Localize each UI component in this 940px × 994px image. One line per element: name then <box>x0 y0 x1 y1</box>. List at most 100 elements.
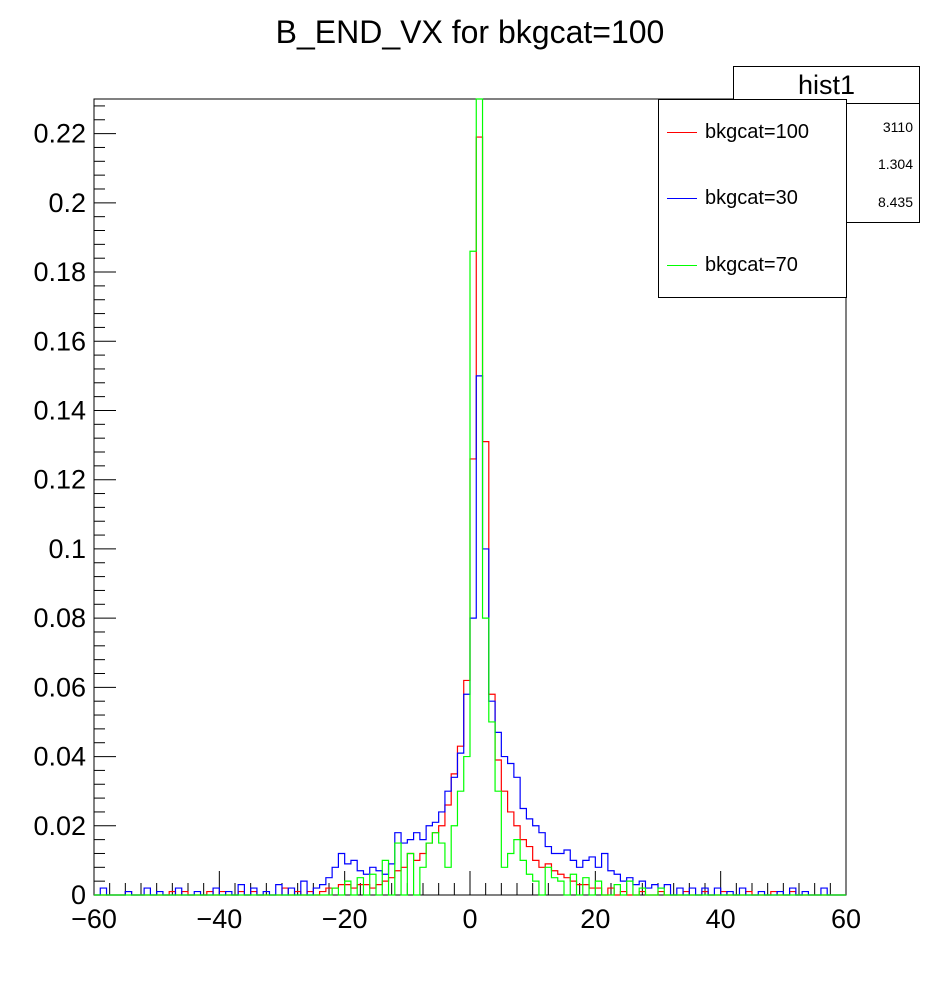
histogram-bin <box>426 843 432 895</box>
x-tick-label: 60 <box>831 904 861 934</box>
histogram-bin <box>739 888 745 895</box>
y-tick-label: 0.14 <box>33 395 86 425</box>
axis-ticks: −60 −40 −20 0 20 40 60 0 0.02 0.04 0.06 0.08 0.1 0.12… <box>33 105 861 934</box>
legend-entry-bkgcat-70: bkgcat=70 <box>665 254 845 276</box>
y-tick-label: 0.2 <box>48 188 86 218</box>
histogram-bin <box>495 791 501 895</box>
histogram-bin <box>583 878 589 895</box>
histogram-bin <box>313 888 319 895</box>
stats-mean: 1.304 <box>877 156 913 172</box>
histogram-bin <box>821 888 827 895</box>
histogram-bin <box>664 885 670 895</box>
histogram-bin <box>614 885 620 895</box>
histogram-bin <box>338 853 344 895</box>
histogram-bin <box>288 888 294 895</box>
histogram-bin <box>407 853 413 895</box>
histogram-bin <box>551 878 557 895</box>
histogram-bin <box>238 885 244 895</box>
histogram-bin <box>545 867 551 895</box>
histogram-bin <box>445 867 451 895</box>
y-tick-label: 0.18 <box>33 257 86 287</box>
legend-label: bkgcat=70 <box>705 254 798 276</box>
histogram-bin <box>652 885 658 895</box>
histogram-bin <box>508 853 514 895</box>
x-tick-label: 0 <box>462 904 477 934</box>
y-tick-label: 0.06 <box>33 672 86 702</box>
y-tick-label: 0.12 <box>33 465 86 495</box>
histogram-bin <box>382 860 388 895</box>
histogram-bin <box>376 871 382 895</box>
histogram-bin <box>577 867 583 895</box>
histogram-bin <box>645 888 651 895</box>
legend-swatch <box>667 132 697 133</box>
histogram-bin <box>595 881 601 895</box>
histogram-bin <box>457 791 463 895</box>
histogram-bin <box>658 888 664 895</box>
legend-swatch <box>667 265 697 266</box>
histogram-bin <box>363 874 369 895</box>
histogram-bin <box>520 860 526 895</box>
histogram-bin <box>282 888 288 895</box>
y-tick-label: 0.02 <box>33 811 86 841</box>
histogram-bin <box>608 871 614 895</box>
x-tick-label: −20 <box>322 904 368 934</box>
x-tick-label: 40 <box>706 904 736 934</box>
histogram-bin <box>175 888 181 895</box>
legend-label: bkgcat=100 <box>705 121 809 143</box>
y-tick-label: 0.16 <box>33 326 86 356</box>
y-tick-label: 0.22 <box>33 119 86 149</box>
histogram-bin <box>489 722 495 895</box>
histogram-bin <box>627 881 633 895</box>
histogram-bin <box>144 888 150 895</box>
x-tick-label: −60 <box>71 904 117 934</box>
legend-label: bkgcat=30 <box>705 187 798 209</box>
histogram-bin <box>689 888 695 895</box>
y-tick-label: 0.1 <box>48 534 86 564</box>
histogram-bin <box>414 833 420 895</box>
histogram-bin <box>276 885 282 895</box>
histogram-bin <box>470 251 476 895</box>
histogram-bin <box>389 864 395 895</box>
histogram-bin <box>501 867 507 895</box>
histogram-bin <box>514 840 520 895</box>
histogram-bin <box>633 885 639 895</box>
series-bkgcat-70 <box>94 98 846 896</box>
histogram-bin <box>332 888 338 895</box>
histogram-bin <box>526 874 532 895</box>
histogram-bin <box>401 843 407 895</box>
histogram-line <box>94 98 846 896</box>
histogram-bin <box>213 888 219 895</box>
histogram-bin <box>533 881 539 895</box>
histogram-bin <box>570 874 576 895</box>
x-tick-label: −40 <box>196 904 242 934</box>
legend-entry-bkgcat-30: bkgcat=30 <box>665 187 845 209</box>
y-tick-label: 0 <box>71 880 86 910</box>
histogram-bin <box>100 888 106 895</box>
y-tick-label: 0.04 <box>33 742 86 772</box>
x-tick-label: 20 <box>580 904 610 934</box>
series-layer <box>94 98 846 896</box>
histogram-bin <box>351 860 357 895</box>
histogram-bin <box>420 867 426 895</box>
histogram-bin <box>677 888 683 895</box>
histogram-bin <box>320 885 326 895</box>
legend: bkgcat=100 bkgcat=30 bkgcat=70 <box>658 99 847 298</box>
stats-entries: 3110 <box>882 119 913 135</box>
histogram-bin <box>432 833 438 895</box>
histogram-bin <box>476 99 482 895</box>
histogram-bin <box>464 757 470 895</box>
histogram-bin <box>639 888 645 895</box>
histogram-bin <box>483 618 489 895</box>
histogram-bin <box>326 878 332 895</box>
histogram-bin <box>451 826 457 895</box>
histogram-bin <box>357 878 363 895</box>
histogram-bin <box>301 881 307 895</box>
histogram-bin <box>345 881 351 895</box>
histogram-bin <box>790 888 796 895</box>
stats-std-dev: 8.435 <box>877 194 913 210</box>
histogram-bin <box>589 857 595 895</box>
legend-entry-bkgcat-100: bkgcat=100 <box>665 121 845 143</box>
histogram-bin <box>370 874 376 895</box>
histogram-bin <box>395 843 401 895</box>
